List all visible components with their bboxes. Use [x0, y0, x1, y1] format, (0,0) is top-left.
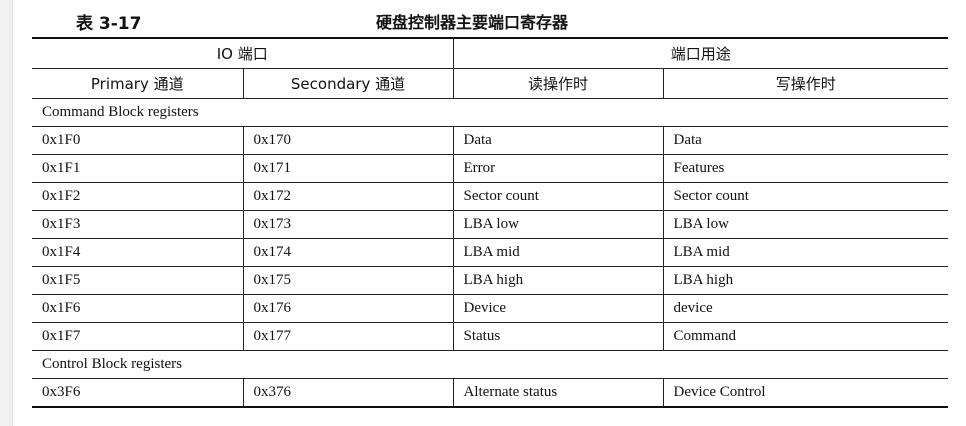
- left-margin-strip: [0, 0, 13, 426]
- read-usage-cell: Device: [452, 294, 664, 323]
- read-usage-cell: Error: [452, 154, 664, 183]
- read-usage-cell: Alternate status: [452, 378, 664, 408]
- secondary-port-cell: 0x170: [242, 126, 454, 155]
- secondary-port-cell: 0x171: [242, 154, 454, 183]
- secondary-port-cell: 0x176: [242, 294, 454, 323]
- primary-port-cell: 0x1F0: [32, 126, 244, 155]
- primary-port-cell: 0x1F6: [32, 294, 244, 323]
- table-row: 0x1F0 0x170 Data Data: [32, 126, 949, 155]
- section-title: Command Block registers: [32, 98, 949, 127]
- header-read: 读操作时: [452, 68, 664, 99]
- write-usage-cell: Features: [662, 154, 949, 183]
- section-row: Control Block registers: [32, 350, 949, 379]
- read-usage-cell: LBA low: [452, 210, 664, 239]
- section-title: Control Block registers: [32, 350, 949, 379]
- primary-port-cell: 0x1F5: [32, 266, 244, 295]
- read-usage-cell: Status: [452, 322, 664, 351]
- secondary-port-cell: 0x174: [242, 238, 454, 267]
- primary-port-cell: 0x3F6: [32, 378, 244, 408]
- write-usage-cell: device: [662, 294, 949, 323]
- secondary-port-cell: 0x376: [242, 378, 454, 408]
- write-usage-cell: Device Control: [662, 378, 949, 408]
- table-row: 0x1F2 0x172 Sector count Sector count: [32, 182, 949, 211]
- write-usage-cell: Command: [662, 322, 949, 351]
- write-usage-cell: Sector count: [662, 182, 949, 211]
- header-io-ports: IO 端口: [32, 37, 454, 69]
- table-row: 0x1F5 0x175 LBA high LBA high: [32, 266, 949, 295]
- table-row: 0x1F6 0x176 Device device: [32, 294, 949, 323]
- primary-port-cell: 0x1F2: [32, 182, 244, 211]
- table-title: 硬盘控制器主要端口寄存器: [376, 13, 569, 32]
- table-number: 表 3-17: [76, 14, 142, 34]
- header-write: 写操作时: [662, 68, 949, 99]
- section-row: Command Block registers: [32, 98, 949, 127]
- read-usage-cell: Data: [452, 126, 664, 155]
- table-row: 0x1F7 0x177 Status Command: [32, 322, 949, 351]
- read-usage-cell: LBA mid: [452, 238, 664, 267]
- secondary-port-cell: 0x177: [242, 322, 454, 351]
- write-usage-cell: LBA low: [662, 210, 949, 239]
- write-usage-cell: LBA mid: [662, 238, 949, 267]
- header-primary: Primary 通道: [32, 68, 244, 99]
- primary-port-cell: 0x1F4: [32, 238, 244, 267]
- table-row: 0x1F3 0x173 LBA low LBA low: [32, 210, 949, 239]
- read-usage-cell: Sector count: [452, 182, 664, 211]
- table-row: 0x1F4 0x174 LBA mid LBA mid: [32, 238, 949, 267]
- secondary-port-cell: 0x172: [242, 182, 454, 211]
- header-secondary: Secondary 通道: [242, 68, 454, 99]
- primary-port-cell: 0x1F1: [32, 154, 244, 183]
- register-table: IO 端口 端口用途 Primary 通道 Secondary 通道 读操作时 …: [32, 37, 949, 408]
- write-usage-cell: Data: [662, 126, 949, 155]
- table-row: 0x3F6 0x376 Alternate status Device Control: [32, 378, 949, 408]
- secondary-port-cell: 0x175: [242, 266, 454, 295]
- write-usage-cell: LBA high: [662, 266, 949, 295]
- primary-port-cell: 0x1F7: [32, 322, 244, 351]
- header-port-usage: 端口用途: [452, 37, 949, 69]
- read-usage-cell: LBA high: [452, 266, 664, 295]
- table-row: 0x1F1 0x171 Error Features: [32, 154, 949, 183]
- secondary-port-cell: 0x173: [242, 210, 454, 239]
- primary-port-cell: 0x1F3: [32, 210, 244, 239]
